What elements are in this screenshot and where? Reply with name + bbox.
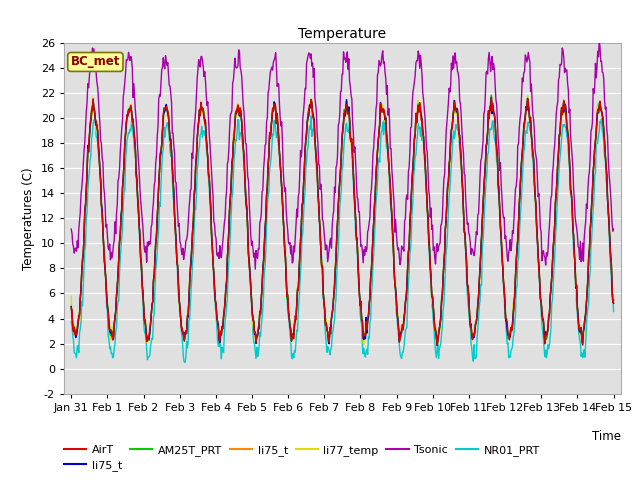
Text: Time: Time <box>592 430 621 443</box>
Legend: AirT, li75_t, AM25T_PRT, li75_t, li77_temp, Tsonic, NR01_PRT: AirT, li75_t, AM25T_PRT, li75_t, li77_te… <box>64 444 540 471</box>
Text: BC_met: BC_met <box>70 56 120 69</box>
Y-axis label: Temperatures (C): Temperatures (C) <box>22 167 35 270</box>
Title: Temperature: Temperature <box>298 27 387 41</box>
